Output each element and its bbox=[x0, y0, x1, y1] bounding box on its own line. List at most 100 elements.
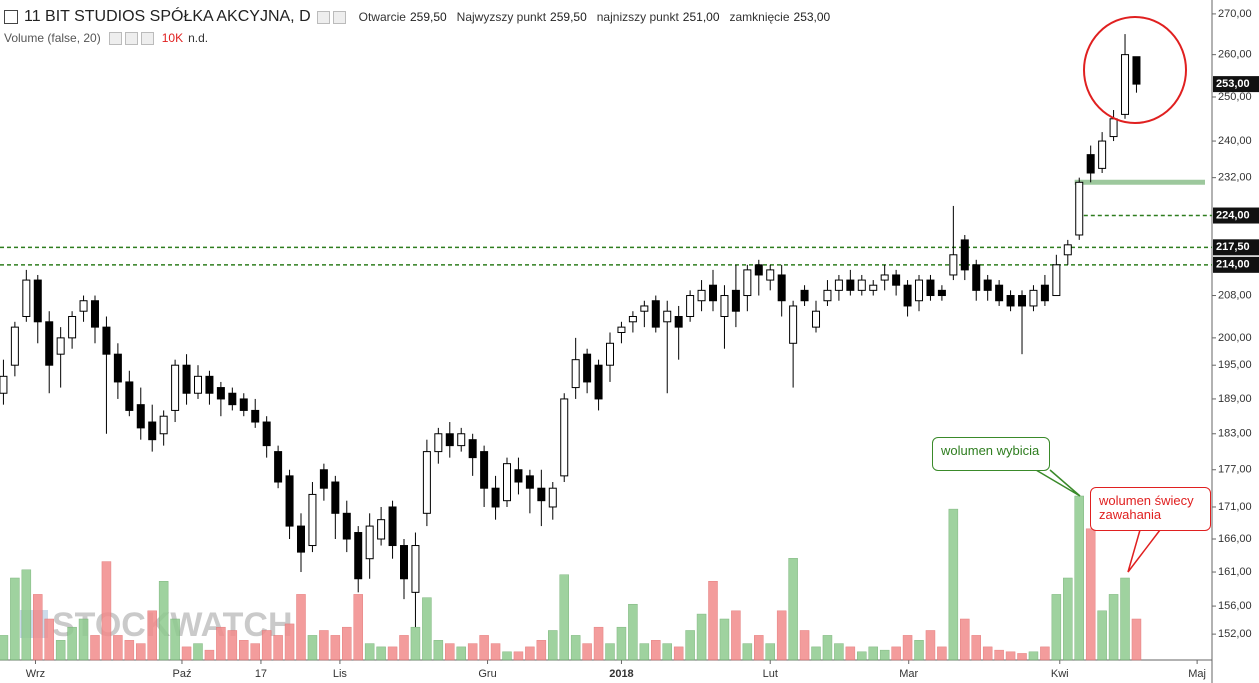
candle-body bbox=[846, 279, 855, 291]
candle-body bbox=[754, 264, 763, 276]
volume-bar bbox=[879, 649, 890, 661]
volume-bar bbox=[1074, 495, 1084, 661]
y-tick-label: 240,00 bbox=[1218, 135, 1252, 147]
volume-bar bbox=[90, 635, 100, 661]
y-tick-label: 166,00 bbox=[1218, 533, 1252, 545]
y-tick-label: 270,00 bbox=[1218, 8, 1252, 20]
volume-bar bbox=[55, 640, 66, 661]
candle-body bbox=[560, 398, 569, 477]
header-label: Otwarcie bbox=[358, 10, 406, 24]
volume-bar bbox=[673, 646, 684, 661]
volume-bar bbox=[570, 635, 581, 661]
candle-body bbox=[617, 326, 626, 333]
y-tick-label: 208,00 bbox=[1218, 289, 1252, 301]
candle-body bbox=[1029, 289, 1038, 307]
icon[interactable] bbox=[332, 10, 346, 24]
candle-body bbox=[411, 545, 420, 593]
volume-bar bbox=[364, 643, 375, 661]
candle-body bbox=[571, 359, 580, 389]
icon bbox=[4, 10, 18, 24]
y-tick-label: 250,00 bbox=[1218, 91, 1252, 103]
candle-body bbox=[33, 279, 42, 323]
candle-body bbox=[960, 239, 969, 271]
icon[interactable] bbox=[108, 31, 122, 45]
candle-body bbox=[709, 284, 718, 302]
candle-body bbox=[182, 364, 191, 394]
volume-bar bbox=[971, 635, 981, 661]
volume-bar bbox=[21, 569, 32, 661]
header-value: 253,00 bbox=[793, 10, 831, 24]
candle-body bbox=[1121, 54, 1130, 115]
level-label: 214,00 bbox=[1216, 259, 1250, 271]
volume-bar bbox=[490, 643, 501, 661]
candle-body bbox=[892, 274, 901, 286]
candle-body bbox=[983, 279, 992, 291]
volume-bar bbox=[719, 618, 730, 661]
volume-bar bbox=[158, 581, 169, 661]
callout-hesitation: wolumen świecy zawahania bbox=[1090, 487, 1211, 531]
x-tick-label: 2018 bbox=[609, 668, 633, 680]
candle-body bbox=[56, 337, 65, 355]
candle-body bbox=[365, 525, 374, 560]
volume-bar bbox=[1051, 594, 1062, 661]
candle-body bbox=[972, 264, 981, 291]
level-box bbox=[1213, 256, 1259, 273]
candle-body bbox=[743, 269, 752, 297]
icon[interactable] bbox=[140, 31, 154, 45]
candle-body bbox=[308, 493, 317, 547]
volume-bar bbox=[742, 643, 753, 661]
volume-bar bbox=[307, 635, 318, 661]
candle-body bbox=[995, 284, 1004, 302]
candle-body bbox=[594, 364, 603, 400]
volume-bar bbox=[1040, 646, 1050, 661]
volume-bar bbox=[868, 646, 878, 661]
volume-bar bbox=[1120, 577, 1130, 661]
candle-body bbox=[915, 279, 924, 302]
level-box bbox=[1213, 239, 1259, 256]
icon[interactable] bbox=[124, 31, 138, 45]
candle-body bbox=[880, 274, 889, 281]
volume-bar bbox=[193, 643, 203, 661]
volume-bar bbox=[754, 635, 764, 661]
candle-body bbox=[1075, 181, 1084, 236]
candle-body bbox=[1052, 264, 1061, 297]
candle-body bbox=[640, 305, 649, 312]
header: 11 BIT STUDIOS SPÓŁKA AKCYJNA, D Otwarci… bbox=[4, 8, 830, 26]
candle-body bbox=[1086, 154, 1095, 174]
candle-body bbox=[628, 315, 637, 323]
volume-bar bbox=[1017, 653, 1027, 661]
volume-bar bbox=[399, 635, 409, 661]
volume-bar bbox=[330, 635, 341, 661]
y-tick-label: 156,00 bbox=[1218, 600, 1252, 612]
volume-bar bbox=[925, 630, 936, 661]
candle-body bbox=[1006, 295, 1015, 307]
candle-body bbox=[468, 439, 477, 459]
candle-body bbox=[949, 254, 958, 276]
volume-bar bbox=[799, 630, 810, 661]
volume-bar bbox=[639, 643, 650, 661]
volume-bar bbox=[136, 643, 146, 661]
volume-bar bbox=[147, 610, 157, 661]
y-tick-label: 260,00 bbox=[1218, 49, 1252, 61]
volume-na: n.d. bbox=[188, 31, 209, 45]
volume-bar bbox=[124, 640, 135, 661]
header-label: Najwyzszy punkt bbox=[456, 10, 547, 24]
volume-bar bbox=[250, 643, 260, 661]
candle-body bbox=[674, 315, 683, 328]
header-value: 259,50 bbox=[550, 10, 587, 24]
candle-body bbox=[1098, 140, 1107, 169]
volume-bar bbox=[834, 643, 844, 661]
candle-body bbox=[606, 342, 615, 366]
volume-bar bbox=[342, 626, 352, 661]
y-tick-label: 200,00 bbox=[1218, 332, 1252, 344]
volume-bar bbox=[593, 626, 604, 661]
candle-body bbox=[663, 310, 672, 323]
icon[interactable] bbox=[316, 10, 330, 24]
volume-bar bbox=[284, 623, 295, 661]
volume-bar bbox=[662, 643, 672, 661]
candle-body bbox=[789, 305, 798, 344]
candle-body bbox=[537, 487, 546, 502]
candle-body bbox=[354, 532, 363, 580]
